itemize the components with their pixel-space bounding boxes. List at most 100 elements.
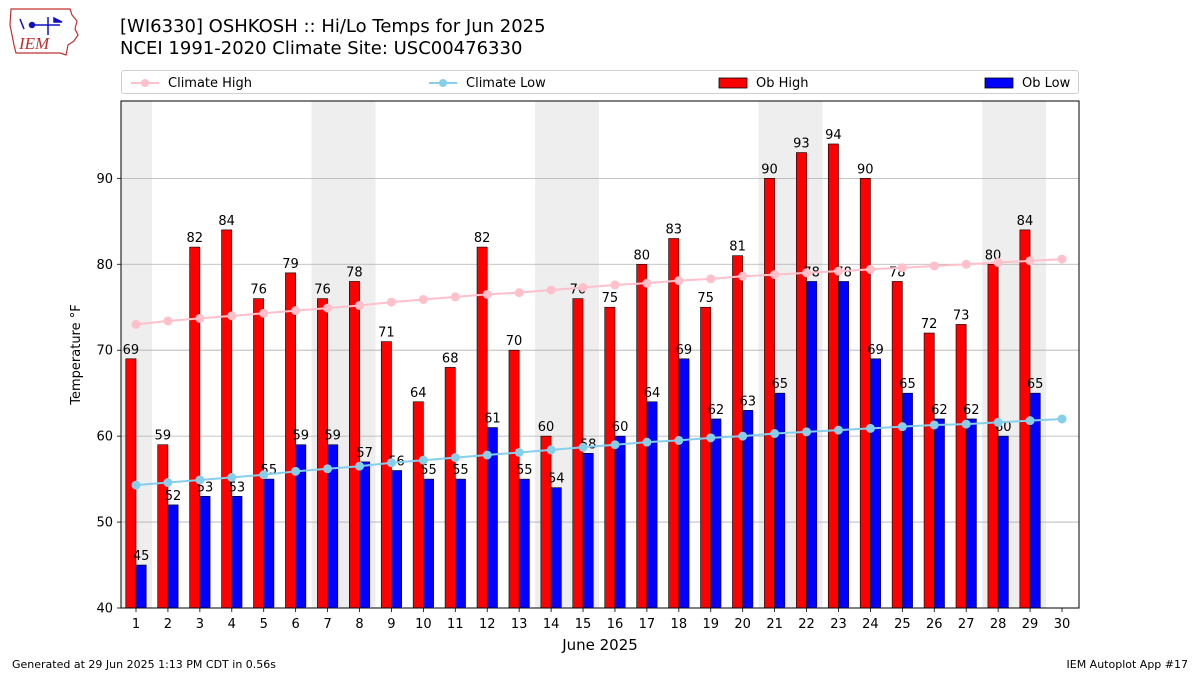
x-tick-label: 26: [926, 617, 943, 632]
bar-label-ob-low: 54: [548, 472, 565, 487]
bar-ob-low: [423, 478, 434, 609]
x-tick-label: 4: [228, 617, 236, 632]
point-climate-low: [482, 450, 492, 460]
bar-ob-high: [636, 263, 648, 609]
line-climate-low: [135, 417, 1063, 487]
bar-ob-high: [476, 246, 488, 609]
y-tick-label: 90: [96, 172, 113, 187]
plot-frame: [120, 100, 1080, 609]
bar-label-ob-low: 69: [676, 343, 693, 358]
bar-label-ob-low: 55: [516, 463, 533, 478]
x-tick-label: 22: [798, 617, 815, 632]
bar-ob-low: [997, 435, 1009, 609]
x-tick-label: 5: [260, 617, 268, 632]
bar-ob-high: [923, 332, 935, 609]
point-climate-high: [546, 285, 556, 295]
bar-label-ob-low: 62: [963, 403, 980, 418]
bar-label-ob-high: 90: [761, 162, 778, 177]
x-tick-label: 10: [415, 617, 432, 632]
bar-ob-low: [455, 478, 466, 609]
point-climate-low: [355, 461, 365, 471]
point-climate-low: [770, 429, 780, 439]
bar-label-ob-low: 64: [644, 386, 661, 401]
point-climate-low: [610, 440, 620, 450]
bar-ob-low: [774, 392, 786, 609]
bar-ob-high: [572, 298, 584, 609]
bar-label-ob-high: 90: [857, 162, 874, 177]
bar-ob-high: [987, 263, 999, 609]
point-climate-low: [450, 453, 460, 463]
bar-ob-low: [965, 418, 977, 609]
bar-label-ob-high: 80: [634, 248, 651, 263]
x-tick-label: 7: [323, 617, 331, 632]
bar-label-ob-high: 84: [1017, 214, 1034, 229]
bar-label-ob-low: 45: [133, 549, 150, 564]
point-climate-low: [514, 447, 524, 457]
chart-title: [WI6330] OSHKOSH :: Hi/Lo Temps for Jun …: [120, 16, 546, 60]
bar-label-ob-high: 60: [538, 420, 555, 435]
bar-ob-high: [955, 324, 967, 609]
point-climate-low: [227, 472, 237, 482]
x-tick-label: 3: [196, 617, 204, 632]
x-tick-label: 29: [1022, 617, 1039, 632]
bar-ob-low: [646, 401, 658, 609]
point-climate-high: [738, 271, 748, 281]
point-climate-high: [323, 303, 333, 313]
line-climate-high: [135, 258, 1063, 326]
bar-label-ob-high: 70: [506, 334, 523, 349]
bar-label-ob-high: 84: [218, 214, 235, 229]
bar-label-ob-high: 59: [155, 429, 172, 444]
point-climate-low: [961, 419, 971, 429]
point-climate-low: [323, 464, 333, 474]
bar-label-ob-low: 59: [292, 429, 309, 444]
bar-label-ob-low: 57: [356, 446, 373, 461]
bar-ob-low: [231, 495, 243, 609]
legend-item-ob-low: Ob Low: [984, 74, 1070, 92]
bar-label-ob-high: 81: [729, 240, 746, 255]
chart-title-line1: [WI6330] OSHKOSH :: Hi/Lo Temps for Jun …: [120, 16, 546, 37]
x-tick-label: 11: [447, 617, 464, 632]
bar-ob-low: [359, 461, 371, 609]
point-climate-low: [386, 458, 396, 468]
point-climate-high: [418, 295, 428, 305]
bar-ob-high: [348, 281, 360, 609]
bar-ob-high: [444, 367, 456, 609]
bar-ob-low: [199, 495, 211, 609]
bar-ob-high: [604, 306, 616, 609]
point-climate-high: [706, 274, 716, 284]
iem-logo: IEM: [8, 5, 80, 59]
bar-ob-high: [540, 435, 552, 609]
bar-label-ob-high: 75: [602, 291, 619, 306]
bar-label-ob-low: 62: [931, 403, 948, 418]
x-tick-label: 15: [575, 617, 592, 632]
x-tick-label: 17: [639, 617, 656, 632]
point-climate-high: [291, 306, 301, 316]
point-climate-high: [259, 308, 269, 318]
bar-label-ob-low: 65: [771, 377, 788, 392]
point-climate-low: [1025, 416, 1035, 426]
point-climate-high: [610, 280, 620, 290]
legend-item-climate-high: Climate High: [130, 74, 252, 92]
point-climate-high: [1057, 254, 1067, 264]
point-climate-low: [546, 445, 556, 455]
bar-label-ob-low: 55: [420, 463, 437, 478]
x-tick-label: 19: [702, 617, 719, 632]
x-tick-label: 24: [862, 617, 879, 632]
x-tick-label: 20: [734, 617, 751, 632]
point-climate-low: [706, 433, 716, 443]
point-climate-low: [642, 437, 652, 447]
bar-ob-high: [764, 178, 775, 609]
bar-label-ob-low: 55: [452, 463, 469, 478]
bar-ob-high: [157, 444, 169, 609]
bar-label-ob-high: 68: [442, 351, 459, 366]
bar-ob-low: [838, 281, 850, 609]
x-tick-label: 21: [766, 617, 783, 632]
y-tick-label: 70: [96, 344, 113, 359]
point-climate-low: [291, 466, 301, 476]
x-tick-label: 18: [671, 617, 688, 632]
bar-label-ob-low: 62: [708, 403, 725, 418]
footer-generated-text: Generated at 29 Jun 2025 1:13 PM CDT in …: [12, 658, 277, 671]
bar-ob-low: [806, 281, 818, 609]
x-tick-label: 30: [1054, 617, 1071, 632]
